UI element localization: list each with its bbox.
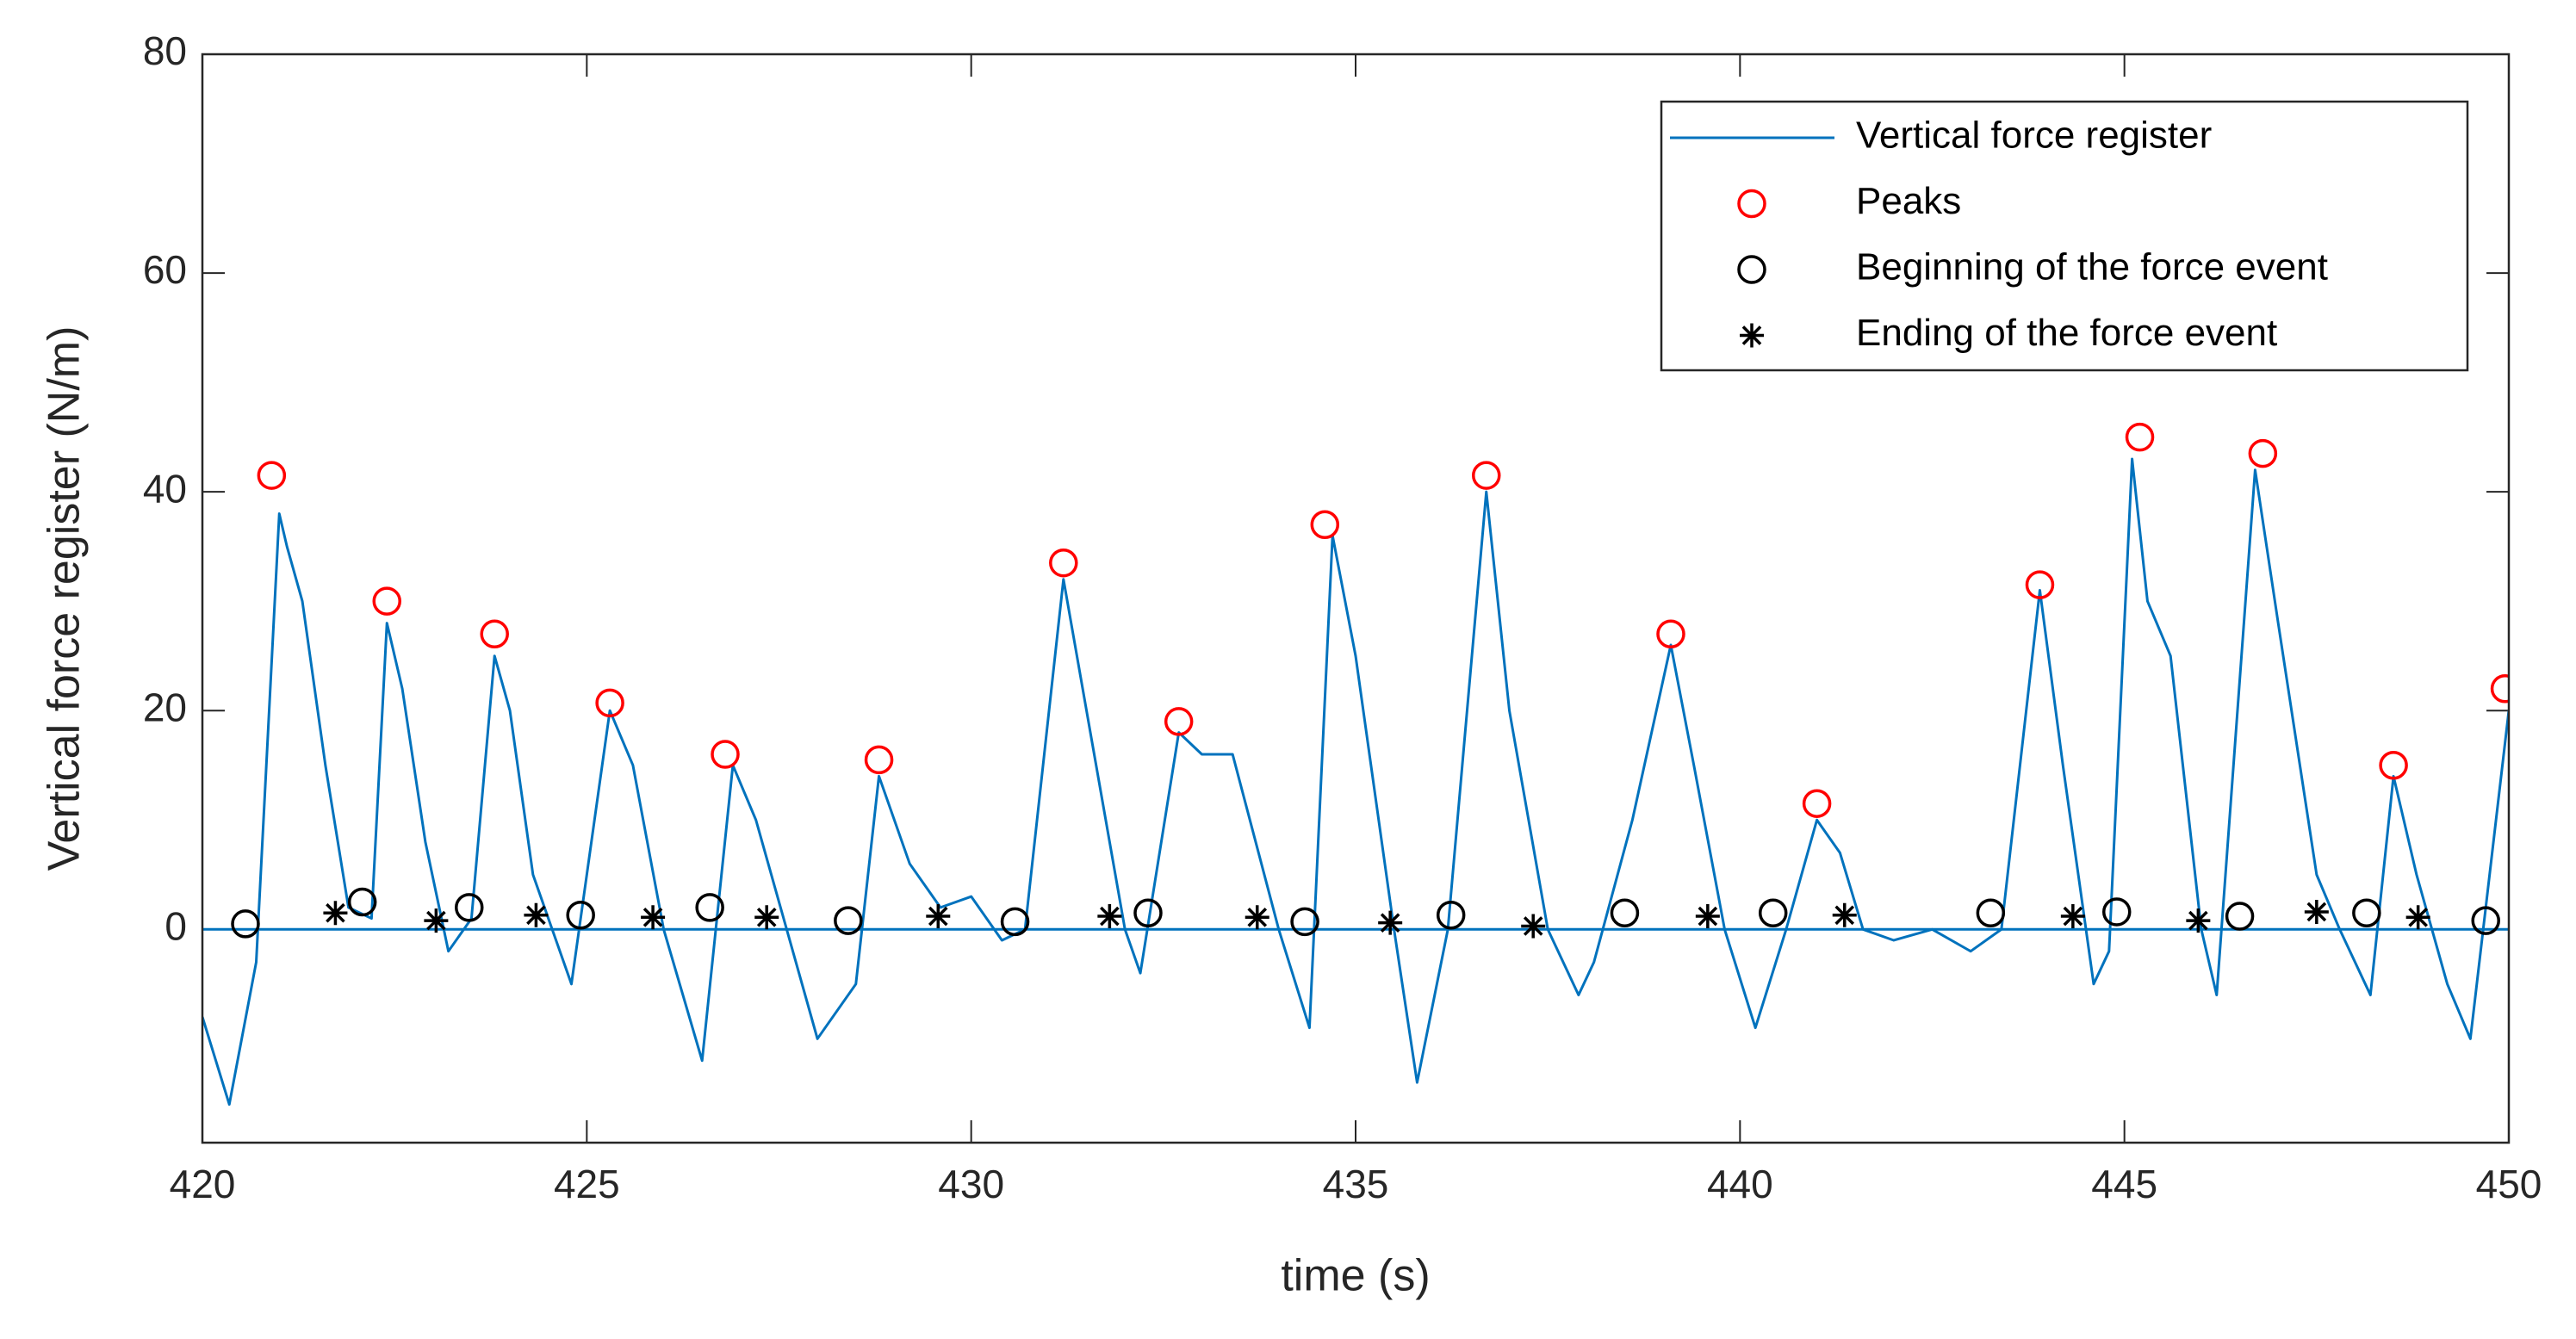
y-axis-label: Vertical force register (N/m) bbox=[40, 326, 90, 871]
x-tick-label: 425 bbox=[554, 1162, 620, 1206]
marker bbox=[1695, 904, 1720, 929]
marker bbox=[524, 902, 549, 927]
x-tick-label: 445 bbox=[2091, 1162, 2157, 1206]
legend-label: Beginning of the force event bbox=[1856, 246, 2328, 288]
marker bbox=[834, 906, 863, 935]
marker bbox=[1164, 707, 1194, 736]
marker bbox=[480, 619, 509, 649]
marker bbox=[1656, 619, 1685, 649]
marker bbox=[455, 893, 484, 922]
marker bbox=[2025, 570, 2055, 599]
marker bbox=[257, 461, 287, 490]
marker bbox=[1472, 461, 1501, 490]
marker bbox=[2405, 905, 2430, 930]
marker bbox=[1802, 789, 1832, 818]
marker bbox=[424, 908, 449, 933]
marker bbox=[2248, 438, 2278, 468]
marker bbox=[1245, 905, 1269, 930]
marker bbox=[926, 904, 951, 929]
marker bbox=[1976, 898, 2006, 927]
force-line bbox=[202, 457, 2509, 1107]
x-tick-label: 420 bbox=[170, 1162, 236, 1206]
y-tick-label: 40 bbox=[143, 466, 187, 511]
marker bbox=[372, 586, 401, 616]
marker bbox=[2471, 906, 2500, 935]
marker bbox=[1436, 901, 1466, 930]
marker bbox=[2125, 422, 2155, 452]
marker bbox=[864, 745, 894, 775]
plot-content bbox=[202, 422, 2509, 1107]
marker bbox=[1097, 904, 1122, 929]
marker bbox=[2490, 674, 2509, 704]
marker bbox=[1740, 323, 1764, 348]
legend-label: Ending of the force event bbox=[1856, 312, 2277, 354]
legend-marker bbox=[1737, 189, 1766, 219]
marker bbox=[754, 905, 779, 930]
marker bbox=[1133, 898, 1163, 927]
marker bbox=[641, 905, 666, 930]
legend-box bbox=[1660, 100, 2469, 372]
marker bbox=[695, 893, 724, 922]
marker bbox=[2379, 750, 2408, 780]
marker bbox=[1310, 510, 1340, 540]
x-tick-label: 440 bbox=[1707, 1162, 1773, 1206]
y-tick-label: 80 bbox=[143, 28, 187, 73]
marker bbox=[2186, 908, 2211, 933]
marker bbox=[2304, 899, 2329, 924]
marker bbox=[711, 740, 740, 769]
marker bbox=[1049, 548, 1078, 578]
marker bbox=[1521, 914, 1546, 939]
marker bbox=[1610, 898, 1640, 927]
marker bbox=[2225, 902, 2255, 931]
legend-marker bbox=[1737, 255, 1766, 284]
marker bbox=[347, 887, 377, 917]
legend-label: Vertical force register bbox=[1856, 115, 2212, 157]
marker bbox=[323, 901, 348, 926]
marker bbox=[1378, 910, 1403, 935]
marker bbox=[1000, 907, 1030, 937]
marker bbox=[2060, 904, 2085, 929]
marker bbox=[1290, 907, 1319, 937]
marker bbox=[1832, 902, 1857, 927]
x-tick-label: 435 bbox=[1323, 1162, 1389, 1206]
y-tick-label: 60 bbox=[143, 247, 187, 292]
marker bbox=[1758, 898, 1788, 927]
y-tick-label: 0 bbox=[164, 903, 187, 948]
x-tick-label: 430 bbox=[938, 1162, 1004, 1206]
x-tick-label: 450 bbox=[2476, 1162, 2542, 1206]
axes-box bbox=[201, 53, 2511, 1144]
marker bbox=[231, 909, 260, 939]
y-tick-label: 20 bbox=[143, 685, 187, 729]
marker bbox=[595, 688, 624, 718]
marker bbox=[2101, 897, 2132, 927]
marker bbox=[2352, 898, 2381, 927]
legend-label: Peaks bbox=[1856, 180, 1961, 222]
marker bbox=[566, 901, 595, 930]
x-axis-label: time (s) bbox=[1281, 1251, 1430, 1301]
